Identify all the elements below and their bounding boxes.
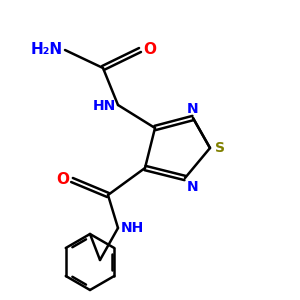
Text: N: N [187,180,199,194]
Text: NH: NH [121,221,144,235]
Text: O: O [143,43,156,58]
Text: O: O [56,172,69,188]
Text: H₂N: H₂N [31,43,63,58]
Text: HN: HN [93,99,116,113]
Text: S: S [215,141,225,155]
Text: N: N [187,102,199,116]
